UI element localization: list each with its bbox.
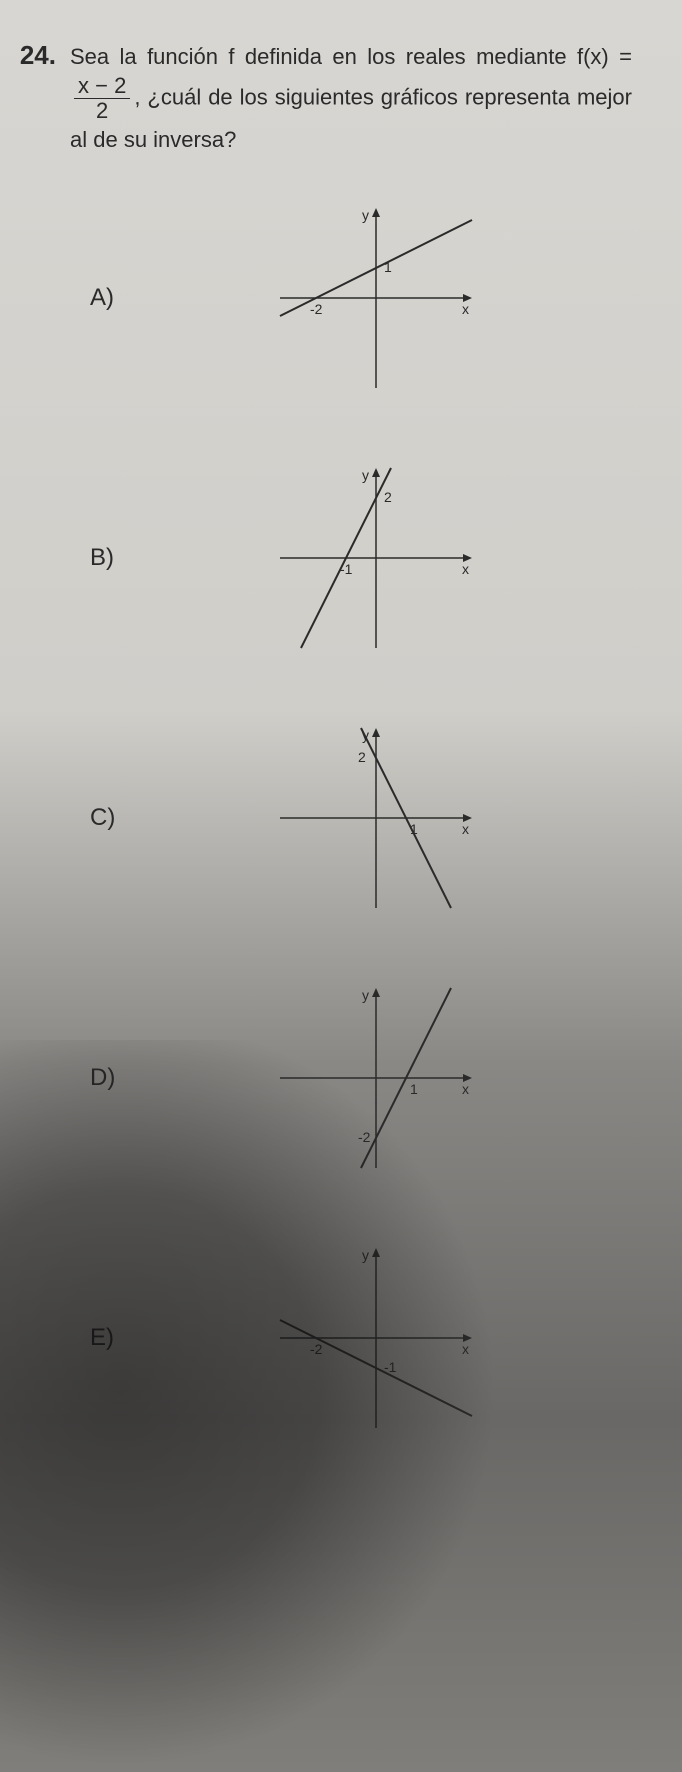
x-axis-label: x: [462, 821, 469, 837]
y-axis-label: y: [362, 467, 369, 483]
y-intercept-label: 2: [384, 489, 392, 505]
graph-svg: x y 1 2: [280, 728, 472, 908]
option-label: A): [90, 284, 160, 312]
fraction: x − 2 2: [74, 74, 130, 123]
graph-svg: x y 1 -2: [280, 988, 472, 1168]
x-axis-label: x: [462, 301, 469, 317]
x-intercept-label: -2: [310, 301, 323, 317]
y-intercept-label: 1: [384, 259, 392, 275]
y-axis-label: y: [362, 1247, 369, 1263]
y-axis-label: y: [362, 207, 369, 223]
option[interactable]: E) x y -2 -1: [90, 1248, 652, 1428]
question-number: 24.: [0, 40, 70, 71]
option-label: B): [90, 544, 160, 572]
fraction-numerator: x − 2: [74, 74, 130, 99]
option[interactable]: C) x y 1 2: [90, 728, 652, 908]
question-stem: Sea la función f definida en los reales …: [70, 40, 652, 158]
x-axis-label: x: [462, 561, 469, 577]
stem-pre: Sea la función f definida en los reales …: [70, 44, 632, 69]
question-row: 24. Sea la función f definida en los rea…: [0, 40, 652, 158]
stem-post: , ¿cuál de los siguientes gráficos repre…: [70, 85, 632, 153]
option[interactable]: A) x y -2 1: [90, 208, 652, 388]
graph-container: x y 1 -2: [160, 988, 652, 1168]
x-intercept-label: -1: [340, 561, 353, 577]
graph-svg: x y -2 1: [280, 208, 472, 388]
graph-svg: x y -1 2: [280, 468, 472, 648]
options-list: A) x y -2 1 B) x y -1 2 C) x y 1 2 D) x …: [0, 208, 652, 1428]
fraction-denominator: 2: [74, 99, 130, 123]
option[interactable]: D) x y 1 -2: [90, 988, 652, 1168]
x-intercept-label: 1: [410, 821, 418, 837]
graph-container: x y 1 2: [160, 728, 652, 908]
y-intercept-label: -2: [358, 1129, 371, 1145]
option-label: D): [90, 1064, 160, 1092]
y-axis-label: y: [362, 987, 369, 1003]
option[interactable]: B) x y -1 2: [90, 468, 652, 648]
graph-container: x y -2 -1: [160, 1248, 652, 1428]
x-intercept-label: 1: [410, 1081, 418, 1097]
y-intercept-label: 2: [358, 749, 366, 765]
y-intercept-label: -1: [384, 1359, 397, 1375]
x-axis-label: x: [462, 1341, 469, 1357]
option-label: C): [90, 804, 160, 832]
x-axis-label: x: [462, 1081, 469, 1097]
graph-container: x y -1 2: [160, 468, 652, 648]
graph-svg: x y -2 -1: [280, 1248, 472, 1428]
option-label: E): [90, 1324, 160, 1352]
graph-container: x y -2 1: [160, 208, 652, 388]
x-intercept-label: -2: [310, 1341, 323, 1357]
